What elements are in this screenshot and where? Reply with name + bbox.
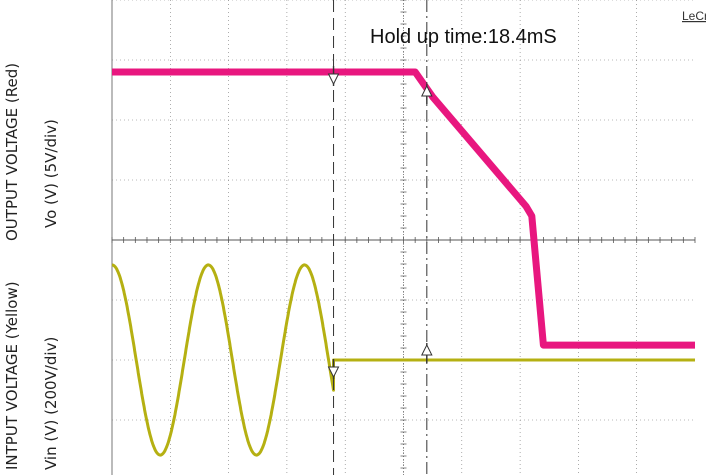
cursor-marker-4 <box>421 343 433 363</box>
output-voltage-trace <box>112 68 695 349</box>
hold-up-time-annotation: Hold up time:18.4mS <box>370 26 557 48</box>
upper-axis-label-line1: OUTPUT VOLTAGE (Red) <box>3 63 21 241</box>
traces <box>111 68 695 457</box>
cursor-arrow-head <box>421 343 433 356</box>
cursor-marker-2 <box>421 84 433 104</box>
lecroy-brand: LeCroy <box>682 9 706 23</box>
cursor-marker-3 <box>327 359 340 379</box>
lower-axis-label-line1: INTPUT VOLTAGE (Yellow) <box>3 281 21 470</box>
cursor-arrow-head <box>327 366 340 379</box>
cursor-arrow-head <box>327 73 340 86</box>
cursor-arrow-head <box>421 84 433 97</box>
cursor-marker-1 <box>327 66 340 86</box>
lower-axis-label-line2: Vin (V) (200V/div) <box>42 337 60 470</box>
input-voltage-trace <box>111 263 695 457</box>
cursors <box>327 0 433 475</box>
upper-axis-label-line2: Vo (V) (5V/div) <box>42 119 60 228</box>
